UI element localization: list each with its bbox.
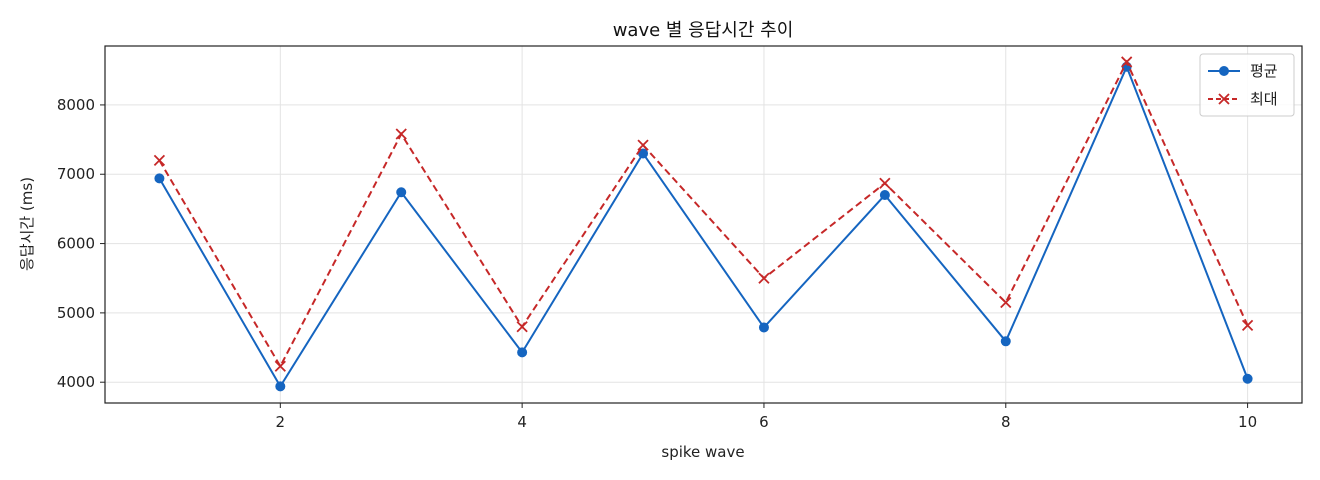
- series-line: [158, 59, 1249, 369]
- data-point: [517, 347, 528, 358]
- series-mean: [154, 61, 1253, 392]
- data-point: [637, 139, 649, 151]
- data-point: [879, 177, 891, 189]
- legend-marker: [1218, 93, 1230, 105]
- series-layer: [153, 56, 1254, 392]
- x-tick-label: 10: [1238, 413, 1257, 431]
- data-point: [274, 360, 286, 372]
- data-point: [395, 128, 407, 140]
- data-point: [153, 154, 166, 167]
- legend-item: 최대: [1208, 90, 1278, 108]
- x-tick-label: 4: [517, 413, 527, 431]
- x-axis: 2 4 6 8 10: [276, 403, 1257, 431]
- data-point: [1000, 296, 1012, 309]
- y-tick-label: 8000: [57, 96, 95, 114]
- legend-box: [1199, 53, 1295, 117]
- data-point: [516, 321, 528, 333]
- data-point: [758, 272, 770, 284]
- y-tick-label: 5000: [57, 304, 95, 322]
- series-line: [158, 64, 1249, 389]
- data-point: [1242, 373, 1253, 384]
- chart-title: wave 별 응답시간 추이: [613, 20, 794, 41]
- series-max: [153, 56, 1254, 372]
- data-point: [758, 322, 769, 333]
- x-axis-label: spike wave: [661, 443, 744, 461]
- data-point: [396, 187, 407, 198]
- legend-label: 최대: [1250, 90, 1278, 108]
- x-tick-label: 2: [276, 413, 286, 431]
- y-tick-label: 4000: [57, 373, 95, 391]
- data-point: [1121, 56, 1133, 68]
- plot-frame: [104, 45, 1303, 404]
- data-point: [638, 148, 649, 159]
- legend-item: 평균: [1208, 62, 1278, 80]
- data-point: [275, 381, 286, 392]
- y-axis: 4000 5000 6000 7000 8000: [57, 96, 105, 391]
- x-tick-label: 6: [759, 413, 769, 431]
- legend-marker: [1219, 66, 1229, 76]
- data-point: [154, 173, 165, 184]
- y-axis-label: 응답시간 (ms): [18, 177, 36, 271]
- x-tick-label: 8: [1001, 413, 1011, 431]
- data-point: [1241, 319, 1254, 331]
- legend-label: 평균: [1250, 62, 1278, 80]
- data-point: [879, 190, 890, 201]
- y-tick-label: 6000: [57, 235, 95, 253]
- grid: [105, 46, 1302, 403]
- y-tick-label: 7000: [57, 165, 95, 183]
- data-point: [1000, 336, 1011, 347]
